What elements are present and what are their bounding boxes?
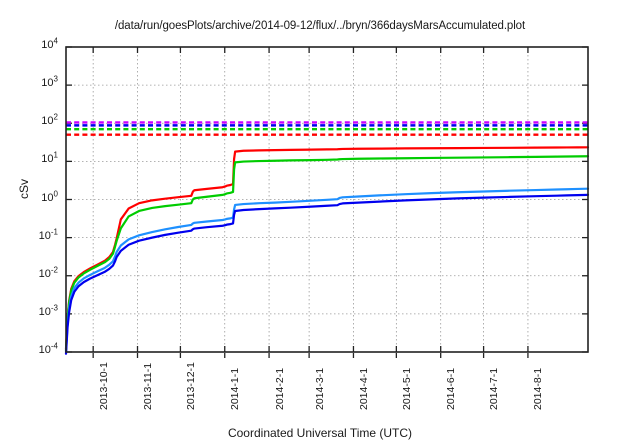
y-tick-label: 102 [41, 112, 58, 128]
y-tick-label: 100 [41, 188, 58, 204]
y-tick-label: 10-1 [38, 226, 58, 242]
y-tick-label: 101 [41, 150, 58, 166]
x-axis-title: Coordinated Universal Time (UTC) [227, 426, 413, 440]
accumulated-darkblue [64, 193, 590, 355]
plot-frame [65, 46, 589, 353]
page-title: /data/run/goesPlots/archive/2014-09-12/f… [114, 20, 526, 32]
y-tick-label: 103 [41, 74, 58, 90]
accumulated-green [64, 155, 590, 352]
y-tick-label: 104 [41, 36, 58, 51]
y-tick-label: 10-2 [38, 265, 58, 280]
y-tick-label: 10-4 [38, 341, 58, 356]
accumulated-red [64, 146, 590, 351]
y-tick-label: 10-3 [38, 303, 58, 318]
accumulated-lightblue [64, 187, 590, 354]
